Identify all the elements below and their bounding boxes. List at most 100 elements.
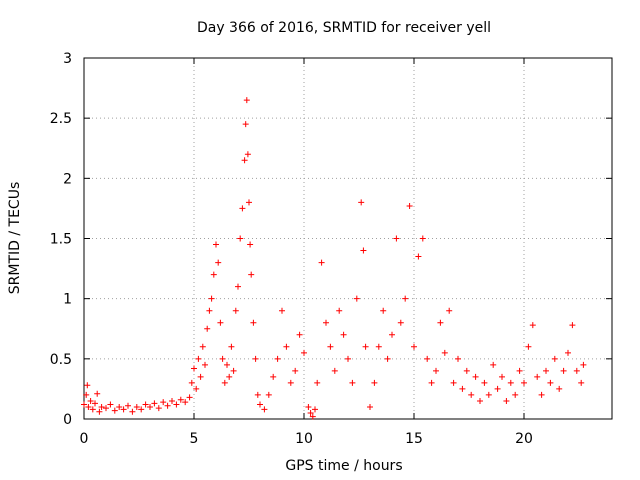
data-point — [133, 403, 140, 410]
data-point — [129, 408, 136, 415]
data-point — [270, 373, 277, 380]
data-point — [560, 367, 567, 374]
data-point — [89, 406, 96, 413]
data-point — [512, 391, 519, 398]
data-point — [210, 271, 217, 278]
data-point — [215, 259, 222, 266]
data-point — [232, 307, 239, 314]
data-point — [243, 97, 250, 104]
data-point — [206, 307, 213, 314]
y-tick-label: 3 — [63, 51, 72, 67]
data-point — [578, 379, 585, 386]
data-point — [340, 331, 347, 338]
data-point — [459, 385, 466, 392]
data-point — [428, 379, 435, 386]
data-point — [252, 355, 259, 362]
data-point — [98, 403, 105, 410]
data-point — [111, 407, 118, 414]
data-point — [208, 295, 215, 302]
data-point — [371, 379, 378, 386]
x-tick-label: 10 — [295, 431, 313, 447]
data-point — [235, 283, 241, 290]
data-point — [169, 397, 175, 404]
data-point — [182, 399, 189, 406]
data-point — [81, 401, 87, 408]
data-point — [573, 367, 580, 374]
data-point — [380, 307, 387, 314]
data-point — [244, 151, 251, 158]
data-point — [389, 331, 395, 338]
data-point — [160, 399, 167, 406]
data-point — [83, 391, 90, 398]
data-point — [224, 361, 230, 368]
data-point — [242, 121, 249, 128]
data-point — [309, 413, 316, 420]
data-point — [246, 199, 252, 206]
data-point — [314, 379, 321, 386]
data-point — [228, 343, 235, 350]
data-point — [534, 373, 541, 380]
data-point — [254, 391, 261, 398]
data-point — [120, 406, 127, 413]
data-point — [226, 373, 233, 380]
data-point — [415, 253, 422, 260]
data-point — [292, 367, 299, 374]
data-point — [138, 406, 145, 413]
data-point — [195, 355, 202, 362]
y-tick-label: 2 — [63, 171, 72, 187]
data-point — [279, 307, 285, 314]
data-point — [547, 379, 554, 386]
y-tick-label: 0.5 — [50, 352, 72, 368]
data-point — [257, 401, 263, 408]
data-point — [463, 367, 470, 374]
data-point — [197, 373, 204, 380]
data-point — [202, 361, 208, 368]
chart-title: Day 366 of 2016, SRMTID for receiver yel… — [197, 20, 491, 36]
y-tick-label: 1 — [63, 292, 72, 308]
data-point — [173, 401, 180, 408]
data-point — [556, 385, 563, 392]
data-point — [499, 373, 505, 380]
x-axis-label: GPS time / hours — [285, 458, 402, 474]
data-point — [393, 235, 400, 242]
data-point — [455, 355, 461, 362]
data-point — [312, 406, 318, 413]
data-point — [230, 367, 237, 374]
data-point — [477, 397, 483, 404]
x-tick-label: 0 — [80, 431, 89, 447]
data-point — [538, 391, 545, 398]
data-point — [367, 403, 373, 410]
data-point — [219, 355, 226, 362]
data-point — [92, 400, 98, 407]
data-point — [516, 367, 523, 374]
data-point — [193, 385, 200, 392]
data-point — [247, 241, 254, 248]
data-point — [323, 319, 329, 326]
data-point — [375, 343, 382, 350]
data-point — [411, 343, 417, 350]
data-point — [217, 319, 224, 326]
data-point — [362, 343, 369, 350]
y-axis-ticks: 0 0.5 1 1.5 2 2.5 3 — [50, 51, 612, 428]
data-point — [84, 382, 91, 389]
data-point — [507, 379, 514, 386]
data-point — [525, 343, 532, 350]
data-point — [147, 403, 153, 410]
data-point — [103, 405, 109, 412]
data-point — [384, 355, 391, 362]
data-point — [494, 385, 501, 392]
data-point — [283, 343, 290, 350]
data-point — [155, 405, 162, 412]
y-axis-label: SRMTID / TECUs — [7, 182, 23, 295]
data-point — [360, 247, 367, 254]
data-point — [213, 241, 219, 248]
data-point — [565, 349, 571, 356]
data-point — [543, 367, 549, 374]
grid — [84, 58, 612, 419]
data-point — [358, 199, 365, 206]
data-point — [221, 379, 228, 386]
data-point — [164, 402, 171, 409]
data-point — [125, 402, 131, 409]
data-point — [331, 367, 338, 374]
data-point — [336, 307, 343, 314]
